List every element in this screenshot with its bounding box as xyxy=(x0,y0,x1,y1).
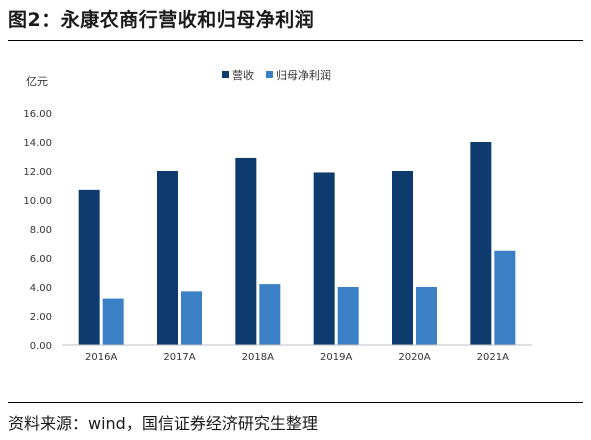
y-tick-label: 14.00 xyxy=(23,138,52,149)
y-tick-label: 10.00 xyxy=(23,196,52,207)
bar-net-profit-2019A xyxy=(337,287,359,345)
legend-swatch xyxy=(266,71,273,78)
x-tick-label: 2016A xyxy=(85,352,117,363)
x-tick-label: 2020A xyxy=(398,352,430,363)
bar-revenue-2018A xyxy=(235,157,257,345)
y-tick-label: 0.00 xyxy=(30,341,52,352)
chart-legend: 营收 归母净利润 xyxy=(222,68,331,82)
title-divider xyxy=(8,40,583,41)
y-axis-label: 亿元 xyxy=(26,75,48,88)
x-tick-label: 2018A xyxy=(242,352,274,363)
bar-revenue-2016A xyxy=(78,189,100,345)
bar-net-profit-2020A xyxy=(416,287,437,345)
bar-revenue-2019A xyxy=(313,172,335,345)
figure-title: 图2：永康农商行营收和归母净利润 xyxy=(8,9,315,31)
x-tick-label: 2017A xyxy=(163,352,195,363)
bar-net-profit-2017A xyxy=(181,291,202,345)
source-note: 资料来源：wind，国信证券经济研究生整理 xyxy=(8,414,318,433)
x-axis-ticks: 2016A 2017A 2018A 2019A 2020A 2021A xyxy=(85,352,509,363)
bar-series xyxy=(78,142,516,345)
y-tick-label: 16.00 xyxy=(23,109,52,120)
bar-revenue-2020A xyxy=(392,171,413,345)
x-tick-label: 2021A xyxy=(477,352,509,363)
bar-revenue-2021A xyxy=(470,142,492,345)
y-tick-label: 6.00 xyxy=(30,254,52,265)
legend-swatch xyxy=(222,71,229,78)
y-tick-label: 12.00 xyxy=(23,167,52,178)
bar-net-profit-2021A xyxy=(494,250,516,345)
legend-label: 营收 xyxy=(232,68,254,82)
legend-label: 归母净利润 xyxy=(276,68,331,82)
y-tick-label: 4.00 xyxy=(30,283,52,294)
bar-revenue-2017A xyxy=(157,171,178,345)
source-divider xyxy=(8,402,583,403)
y-axis-ticks: 0.00 2.00 4.00 6.00 8.00 10.00 12.00 14.00 16.00 xyxy=(23,109,52,352)
y-tick-label: 8.00 xyxy=(30,225,52,236)
bar-net-profit-2018A xyxy=(259,284,281,345)
bar-chart: 营收 归母净利润 亿元 0.00 2.00 4.00 6.00 8.00 10.00 12.0… xyxy=(23,68,532,363)
y-tick-label: 2.00 xyxy=(30,312,52,323)
x-tick-label: 2019A xyxy=(320,352,352,363)
bar-net-profit-2016A xyxy=(102,298,124,345)
